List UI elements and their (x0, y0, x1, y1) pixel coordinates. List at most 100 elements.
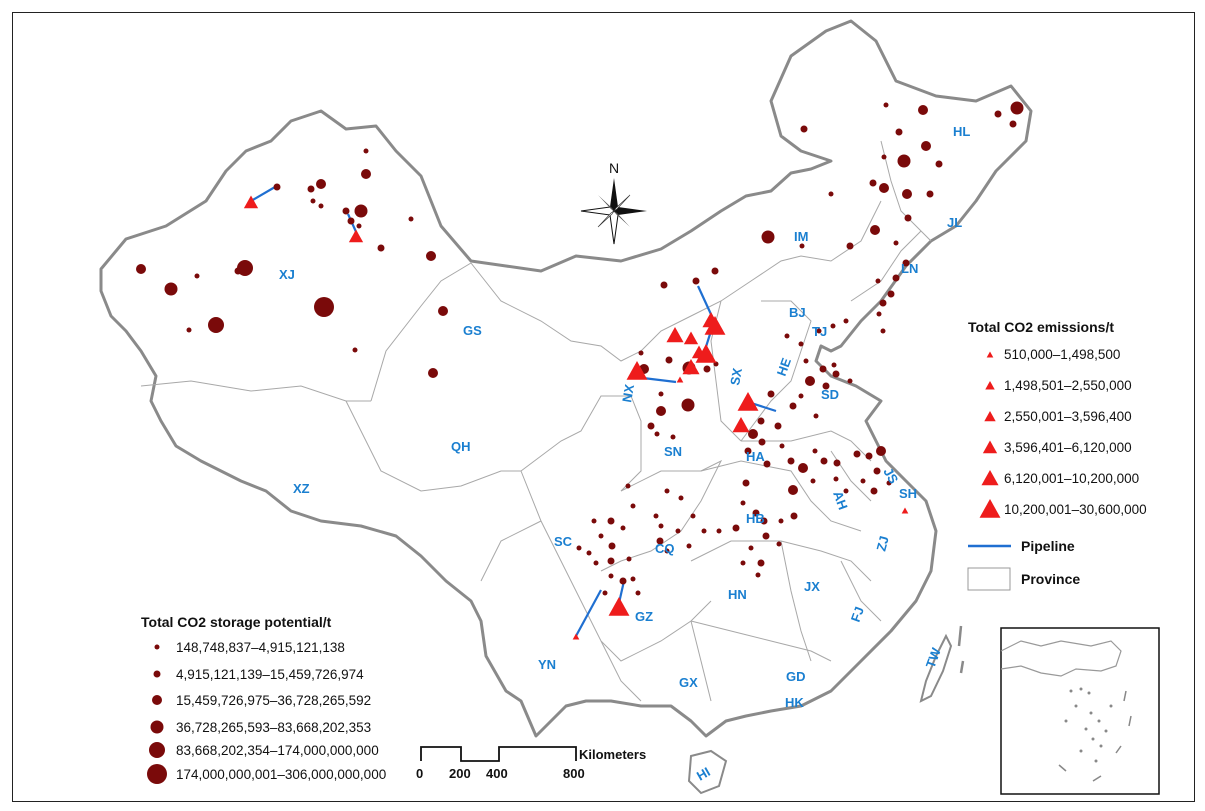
storage-site-marker (873, 467, 881, 475)
storage-site-marker (675, 528, 681, 534)
province-legend-label: Province (1021, 571, 1080, 587)
storage-site-marker (757, 417, 765, 425)
emission-legend-marks (979, 351, 1001, 518)
pipeline-line (575, 589, 602, 637)
storage-site-marker (347, 217, 355, 225)
emission-source-marker (243, 195, 259, 209)
storage-site-marker (658, 523, 664, 529)
emission-class-6: 10,200,001–30,600,000 (1004, 502, 1147, 517)
emission-legend-triangle (986, 351, 994, 358)
storage-site-marker (1009, 120, 1017, 128)
scale-tick-400: 400 (486, 766, 508, 781)
emission-source-marker (695, 344, 717, 363)
storage-site-marker (762, 532, 770, 540)
storage-site-marker (902, 259, 910, 267)
province-label-sc: SC (554, 534, 573, 549)
storage-site-marker (880, 328, 886, 334)
storage-site-marker (779, 443, 785, 449)
storage-site-marker (760, 517, 768, 525)
storage-site-marker (408, 216, 414, 222)
storage-site-marker (361, 169, 371, 179)
storage-site-marker (686, 543, 692, 549)
storage-markers (136, 101, 1024, 596)
storage-site-marker (316, 179, 326, 189)
province-label-js: JS (880, 465, 901, 487)
province-label-bj: BJ (789, 305, 806, 320)
storage-legend-circle (149, 742, 165, 758)
storage-site-marker (870, 225, 880, 235)
storage-site-marker (1010, 101, 1024, 115)
storage-site-marker (670, 434, 676, 440)
north-label: N (609, 160, 619, 176)
province-labels: XJ XZ QH GS IM HL JL LN BJ TJ HE SX SD N… (279, 124, 970, 784)
province-label-yn: YN (538, 657, 556, 672)
storage-site-marker (803, 358, 809, 364)
storage-site-marker (307, 185, 315, 193)
storage-site-marker (816, 328, 822, 334)
storage-site-marker (136, 264, 146, 274)
storage-site-marker (740, 560, 746, 566)
emission-class-1: 510,000–1,498,500 (1004, 347, 1120, 362)
storage-site-marker (664, 548, 670, 554)
storage-site-marker (732, 524, 740, 532)
storage-site-marker (352, 347, 358, 353)
storage-site-marker (798, 341, 804, 347)
storage-site-marker (740, 500, 746, 506)
storage-site-marker (876, 446, 886, 456)
storage-site-marker (607, 517, 615, 525)
emission-source-marker (702, 312, 720, 328)
province-label-sx: SX (727, 367, 745, 387)
emission-source-marker (901, 507, 909, 514)
storage-site-marker (194, 273, 200, 279)
storage-site-marker (893, 240, 899, 246)
storage-legend-title: Total CO2 storage potential/t (141, 614, 332, 630)
storage-site-marker (607, 557, 615, 565)
storage-site-marker (886, 480, 892, 486)
hainan-island (687, 749, 728, 795)
storage-legend-circle (147, 764, 167, 784)
storage-site-marker (830, 323, 836, 329)
storage-site-marker (598, 533, 604, 539)
north-arrow: N (580, 160, 647, 245)
storage-site-marker (692, 277, 700, 285)
storage-site-marker (608, 542, 616, 550)
storage-site-marker (586, 550, 592, 556)
storage-site-marker (757, 559, 765, 567)
storage-site-marker (865, 452, 873, 460)
province-label-hk: HK (785, 695, 804, 710)
storage-site-marker (428, 368, 438, 378)
storage-legend-circle (154, 644, 160, 650)
emission-class-5: 6,120,001–10,200,000 (1004, 471, 1139, 486)
province-label-hn: HN (728, 587, 747, 602)
storage-site-marker (832, 370, 840, 378)
storage-site-marker (935, 160, 943, 168)
storage-site-marker (921, 141, 931, 151)
storage-site-marker (847, 378, 853, 384)
storage-site-marker (742, 479, 750, 487)
pipeline-line (642, 376, 677, 384)
storage-site-marker (790, 512, 798, 520)
storage-site-marker (784, 333, 790, 339)
storage-site-marker (822, 382, 830, 390)
emission-class-3: 2,550,001–3,596,400 (1004, 409, 1132, 424)
province-label-fj: FJ (848, 605, 867, 624)
province-label-tj: TJ (812, 324, 827, 339)
storage-site-marker (778, 518, 784, 524)
storage-site-marker (758, 438, 766, 446)
province-label-qh: QH (451, 439, 471, 454)
emissions-legend-title: Total CO2 emissions/t (968, 319, 1114, 335)
emissions-legend: Total CO2 emissions/t 510,000–1,498,500 … (967, 319, 1147, 591)
province-label-zj: ZJ (873, 534, 891, 553)
province-label-sn: SN (664, 444, 682, 459)
storage-site-marker (767, 390, 775, 398)
storage-site-marker (342, 207, 350, 215)
province-borders (140, 140, 932, 702)
storage-site-marker (918, 105, 928, 115)
storage-site-marker (711, 267, 719, 275)
emission-source-marker (666, 327, 684, 343)
storage-site-marker (653, 513, 659, 519)
storage-site-marker (761, 230, 775, 244)
storage-site-marker (805, 376, 815, 386)
storage-site-marker (755, 572, 761, 578)
emission-legend-triangle (981, 470, 999, 486)
